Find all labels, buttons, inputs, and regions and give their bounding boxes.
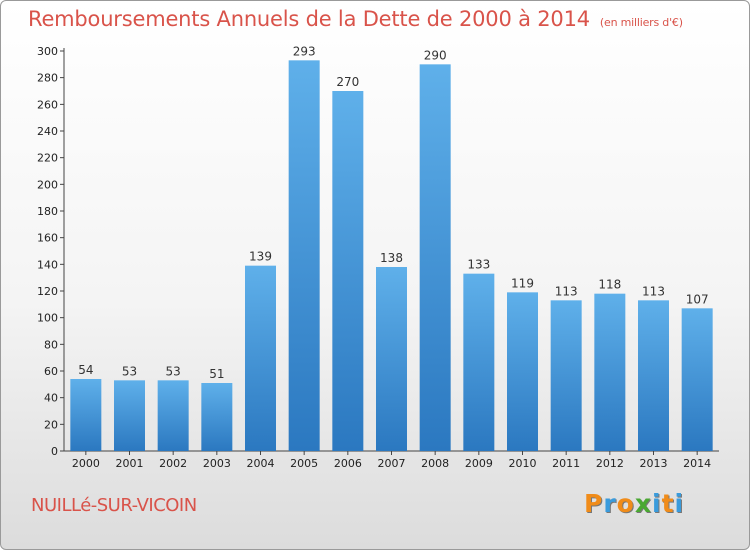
value-label: 107 xyxy=(686,292,709,306)
logo-letter: t xyxy=(661,489,675,518)
y-tick-label: 220 xyxy=(37,152,58,165)
x-tick-label: 2004 xyxy=(247,457,275,470)
bar-2014 xyxy=(681,308,713,451)
y-tick-label: 0 xyxy=(51,445,58,458)
logo-letter: i xyxy=(652,489,662,518)
x-tick-label: 2001 xyxy=(116,457,144,470)
y-tick-label: 240 xyxy=(37,125,58,138)
logo-letter: i xyxy=(674,489,685,518)
x-tick-label: 2007 xyxy=(378,457,406,470)
bar-2007 xyxy=(376,267,407,451)
axes: 0 20 40 60 80 100 120 140 160 180 200 220 240 260 280 3… xyxy=(37,45,719,470)
bar-2000 xyxy=(70,379,102,451)
bar-2009 xyxy=(463,273,495,451)
logo-letter: o xyxy=(616,489,635,518)
x-tick-label: 2013 xyxy=(640,457,668,470)
bar-2006 xyxy=(332,91,364,451)
value-label: 138 xyxy=(380,251,403,265)
bar-2002 xyxy=(157,380,189,451)
x-tick-label: 2000 xyxy=(72,457,100,470)
x-tick-label: 2003 xyxy=(203,457,231,470)
bar-2012 xyxy=(594,293,626,451)
bar-2013 xyxy=(638,300,669,451)
y-tick-label: 280 xyxy=(37,72,58,85)
x-tick-label: 2010 xyxy=(509,457,537,470)
y-tick-label: 260 xyxy=(37,98,58,111)
commune-name: NUILLé-SUR-VICOIN xyxy=(31,495,197,516)
value-label: 53 xyxy=(122,364,137,378)
x-tick-label: 2002 xyxy=(159,457,187,470)
value-label: 51 xyxy=(209,367,224,381)
bar-2005 xyxy=(288,60,320,451)
y-tick-label: 120 xyxy=(37,285,58,298)
bar-2011 xyxy=(550,300,582,451)
y-tick-label: 140 xyxy=(37,258,58,271)
value-label: 113 xyxy=(555,284,578,298)
logo-letter: r xyxy=(603,489,617,518)
value-label: 119 xyxy=(511,276,534,290)
value-label: 290 xyxy=(424,48,447,62)
value-label: 54 xyxy=(78,363,93,377)
bar-2003 xyxy=(201,383,233,451)
y-tick-label: 80 xyxy=(44,338,58,351)
value-label: 293 xyxy=(293,44,316,58)
bar-2004 xyxy=(245,265,276,451)
y-tick-label: 100 xyxy=(37,312,58,325)
x-tick-label: 2008 xyxy=(421,457,449,470)
y-tick-label: 20 xyxy=(44,418,58,431)
proxiti-logo: Proxiti xyxy=(584,489,684,518)
x-tick-label: 2014 xyxy=(683,457,711,470)
unit-label: (en milliers d'€) xyxy=(599,16,683,29)
x-tick-label: 2009 xyxy=(465,457,493,470)
y-tick-label: 200 xyxy=(37,178,58,191)
value-label: 133 xyxy=(467,258,490,272)
x-tick-label: 2011 xyxy=(552,457,580,470)
bar-2001 xyxy=(114,380,145,451)
x-tick-label: 2006 xyxy=(334,457,362,470)
chart-title: Remboursements Annuels de la Dette de 20… xyxy=(28,7,683,31)
y-tick-label: 160 xyxy=(37,232,58,245)
value-label: 270 xyxy=(336,75,359,89)
y-tick-label: 60 xyxy=(44,365,58,378)
title-text: Remboursements Annuels de la Dette de 20… xyxy=(28,7,590,31)
y-tick-label: 40 xyxy=(44,392,58,405)
logo-letter: x xyxy=(634,489,652,518)
bars: 54 53 53 51 139 293 270 138 290 133 119 113 118 113 10… xyxy=(70,44,713,452)
x-tick-label: 2012 xyxy=(596,457,624,470)
value-label: 118 xyxy=(598,278,621,292)
bar-2010 xyxy=(507,292,538,451)
value-label: 139 xyxy=(249,250,272,264)
value-label: 113 xyxy=(642,284,665,298)
value-label: 53 xyxy=(166,364,181,378)
y-tick-label: 180 xyxy=(37,205,58,218)
x-tick-label: 2005 xyxy=(290,457,318,470)
bar-2008 xyxy=(419,64,451,452)
logo-letter: P xyxy=(584,489,604,518)
y-tick-label: 300 xyxy=(37,45,58,58)
